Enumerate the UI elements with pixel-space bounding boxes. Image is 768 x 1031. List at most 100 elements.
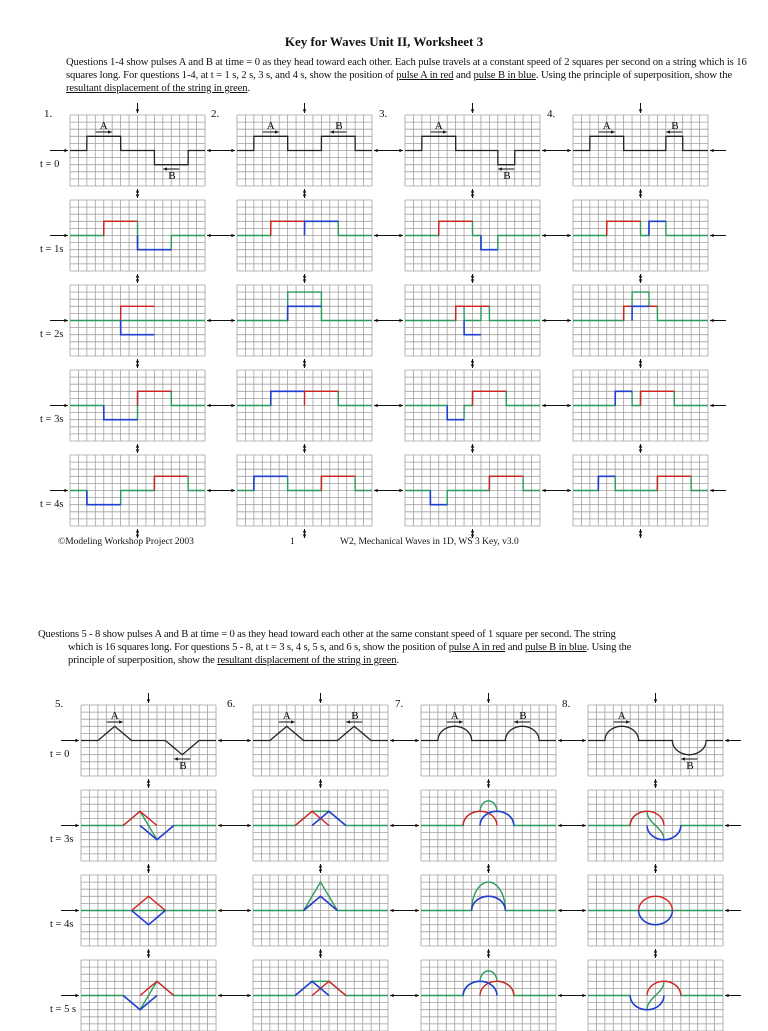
- string-end-arrow: [725, 823, 741, 828]
- pulse-b: [429, 490, 448, 506]
- pulse-b: [629, 995, 665, 1011]
- pulse-a: [656, 475, 692, 491]
- initial-string: [588, 725, 723, 756]
- resultant-green-note: resultant displacement of the string in …: [66, 83, 248, 94]
- initial-string: [405, 135, 540, 166]
- string-end-arrow: [233, 738, 251, 743]
- text: .: [247, 83, 250, 94]
- string-end-arrow: [710, 403, 726, 408]
- pulse-b-direction-arrow: [330, 130, 347, 134]
- pulse-b: [86, 490, 121, 506]
- resultant-green-note: resultant displacement of the string in …: [217, 655, 397, 666]
- string-end-arrow: [710, 318, 726, 323]
- string-end-arrow: [61, 908, 79, 913]
- string-end-arrow: [233, 993, 251, 998]
- pulse-a: [311, 980, 347, 997]
- pulse-b: [648, 220, 666, 236]
- initial-string: [573, 135, 708, 152]
- footer-doc-id: W2, Mechanical Waves in 1D, WS 3 Key, v3…: [340, 537, 519, 547]
- wave-grid-panel: [553, 369, 726, 453]
- resultant-wave: [405, 305, 540, 322]
- pulse-b-blue-note: pulse B in blue: [473, 70, 536, 81]
- string-end-arrow: [218, 823, 234, 828]
- string-end-arrow: [61, 823, 79, 828]
- pulse-b: [131, 909, 166, 926]
- wave-grid-panel: [50, 369, 223, 453]
- initial-string: [81, 725, 216, 756]
- pulse-b: [446, 405, 465, 421]
- center-marker-arrow: [135, 274, 140, 283]
- string-end-arrow: [401, 738, 419, 743]
- pulse-b: [102, 405, 138, 421]
- string-end-arrow: [385, 318, 403, 323]
- center-marker-arrow: [318, 693, 323, 703]
- time-label: t = 3s: [40, 413, 64, 425]
- pulse-b: [269, 390, 305, 406]
- pulse-a: [471, 390, 507, 406]
- wave-grid-panel: [217, 369, 390, 453]
- question-number: 7.: [395, 698, 404, 710]
- string-end-arrow: [568, 738, 586, 743]
- center-marker-arrow: [486, 693, 491, 703]
- string-end-arrow: [50, 403, 68, 408]
- string-end-arrow: [217, 488, 235, 493]
- pulse-a-red-note: pulse A in red: [396, 70, 454, 81]
- wave-grid-panel: [217, 199, 390, 283]
- wave-grid-panel: [401, 874, 574, 958]
- wave-grid-panel: [568, 874, 741, 958]
- text: . Using the: [586, 642, 632, 653]
- center-marker-arrow: [302, 359, 307, 368]
- text: Questions 5 - 8 show pulses A and B at t…: [38, 629, 616, 640]
- wave-grid-panel: [385, 199, 558, 283]
- string-end-arrow: [50, 148, 68, 153]
- string-end-arrow: [218, 908, 234, 913]
- string-end-arrow: [553, 403, 571, 408]
- pulse-b: [136, 235, 172, 251]
- wave-grid-panel: [553, 284, 726, 368]
- instructions-part2: Questions 5 - 8 show pulses A and B at t…: [38, 628, 764, 667]
- center-marker-arrow: [638, 529, 643, 538]
- center-marker-arrow: [318, 864, 323, 873]
- pulse-b: [479, 810, 515, 826]
- center-marker-arrow: [146, 779, 151, 788]
- string-end-arrow: [217, 403, 235, 408]
- grid: [587, 789, 724, 862]
- pulse-a: [454, 305, 490, 321]
- pulse-b: [122, 994, 158, 1011]
- pulse-b: [480, 235, 498, 251]
- string-end-arrow: [217, 233, 235, 238]
- string-end-arrow: [568, 908, 586, 913]
- pulse-b-blue-note: pulse B in blue: [525, 642, 587, 653]
- grid: [252, 959, 389, 1031]
- pulse-b: [614, 390, 633, 406]
- time-label: t = 0: [40, 158, 60, 170]
- text: and: [505, 642, 526, 653]
- center-marker-arrow: [638, 274, 643, 283]
- wave-grid-panel: [50, 199, 223, 283]
- string-end-arrow: [217, 148, 235, 153]
- initial-string: [237, 135, 372, 152]
- question-number: 8.: [562, 698, 571, 710]
- pulse-a-direction-arrow: [95, 130, 112, 134]
- wave-grid-panel: [233, 789, 406, 873]
- string-end-arrow: [218, 738, 234, 743]
- wave-grid-panel: [50, 454, 223, 538]
- center-marker-arrow: [146, 693, 151, 703]
- text: .: [396, 655, 399, 666]
- pulse-b: [631, 305, 649, 321]
- string-end-arrow: [568, 823, 586, 828]
- resultant-wave: [421, 881, 556, 912]
- string-end-arrow: [710, 233, 726, 238]
- text: which is 16 squares long. For questions …: [68, 642, 449, 653]
- pulse-b-label: B: [335, 120, 342, 132]
- string-end-arrow: [385, 233, 403, 238]
- question-number: 1.: [44, 108, 53, 120]
- pulse-b: [139, 824, 175, 841]
- pulse-b-label: B: [351, 710, 358, 722]
- grid: [572, 284, 709, 357]
- pulse-a-direction-arrow: [598, 130, 615, 134]
- time-label: t = 2s: [40, 328, 64, 340]
- center-marker-arrow: [638, 359, 643, 368]
- pulse-a-label: A: [267, 120, 275, 132]
